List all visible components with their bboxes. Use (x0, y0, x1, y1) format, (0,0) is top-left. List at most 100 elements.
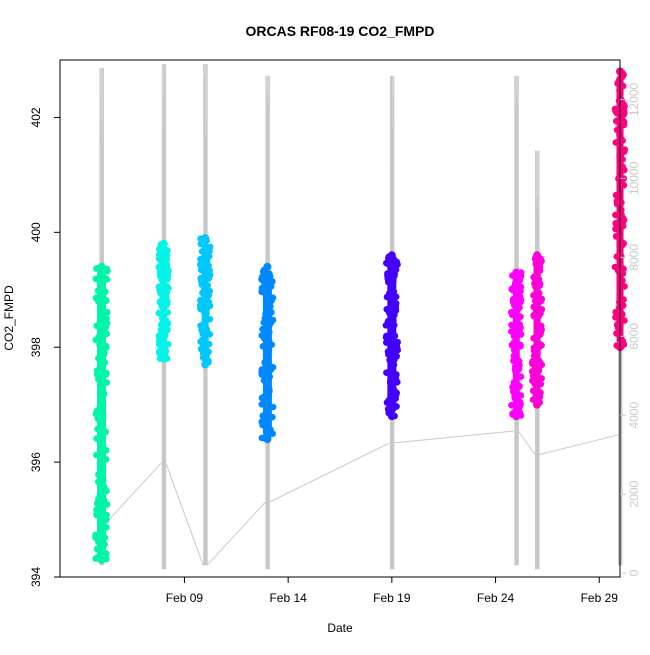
series-RF10 (196, 234, 214, 369)
co2-point (197, 277, 205, 285)
co2-point (392, 293, 400, 301)
co2-point (93, 545, 101, 553)
co2-point (613, 197, 621, 205)
co2-point (508, 308, 515, 316)
series-RF15 (611, 67, 629, 352)
co2-point (511, 344, 518, 352)
y2-tick-label: 8000 (627, 244, 641, 271)
co2-point (199, 330, 206, 337)
co2-point (269, 294, 277, 302)
co2-point (93, 451, 100, 459)
co2-point (93, 322, 100, 330)
co2-point (104, 308, 111, 316)
co2-point (204, 244, 211, 251)
co2-point (514, 321, 521, 329)
co2-point (384, 275, 392, 282)
co2-point (613, 253, 621, 260)
y2-tick-label: 2000 (627, 480, 641, 507)
co2-point (532, 345, 540, 353)
co2-point (202, 353, 209, 361)
co2-point (265, 319, 273, 327)
y2-tick-label: 10000 (627, 161, 641, 195)
co2-point (264, 375, 271, 383)
axes: 394 396 398 400 402 0 2000 4000 6000 8000 10000 120… (29, 59, 641, 605)
co2-point (613, 330, 620, 337)
x-tick-label: Feb 19 (373, 591, 411, 605)
co2-point (394, 261, 401, 268)
co2-point (197, 261, 204, 268)
co2-point (533, 251, 542, 260)
co2-point (517, 298, 525, 306)
co2-point (205, 340, 213, 348)
co2-point (387, 412, 396, 421)
co2-point (199, 346, 206, 353)
co2-point (389, 347, 397, 355)
altitude-trace-line (206, 501, 266, 566)
co2-point (264, 354, 272, 361)
co2-point (531, 280, 538, 287)
co2-point (161, 254, 169, 262)
co2-point (517, 373, 525, 381)
series-RF13 (508, 268, 525, 421)
y-tick-label: 398 (29, 337, 43, 357)
co2-point (104, 267, 111, 275)
altitude-trace-line (517, 430, 536, 455)
co2-point (619, 277, 626, 284)
co2-point (203, 310, 210, 317)
co2-point (517, 392, 525, 399)
co2-point (621, 166, 628, 174)
co2-point (103, 511, 110, 519)
co2-point (161, 317, 169, 324)
co2-point (264, 303, 272, 310)
co2-point (99, 361, 107, 369)
x-tick-label: Feb 09 (166, 591, 204, 605)
co2-point (620, 181, 628, 189)
y-tick-label: 402 (29, 107, 43, 127)
co2-point (393, 389, 401, 397)
x-tick-label: Feb 14 (269, 591, 307, 605)
co2-point (388, 326, 395, 334)
co2-point (198, 248, 206, 255)
co2-point (619, 112, 627, 119)
co2-point (161, 289, 169, 297)
co2-point (95, 375, 102, 383)
series-RF08 (92, 262, 111, 564)
y2-tick-label: 0 (627, 569, 641, 576)
co2-point (101, 288, 109, 295)
co2-point (164, 309, 172, 316)
co2-point (92, 531, 99, 539)
co2-point (385, 351, 392, 358)
co2-point (259, 325, 266, 333)
co2-point (533, 268, 541, 276)
co2-point (619, 82, 627, 90)
co2-point (265, 347, 272, 354)
x-tick-label: Feb 24 (477, 591, 515, 605)
co2-point (619, 337, 627, 345)
co2-point (620, 265, 627, 273)
co2-point (517, 313, 524, 321)
co2-point (201, 360, 210, 369)
co2-point (615, 77, 623, 85)
co2-point (393, 371, 400, 378)
y2-tick-label: 6000 (627, 323, 641, 350)
chart-title: ORCAS RF08-19 CO2_FMPD (245, 23, 434, 39)
co2-point (508, 286, 515, 293)
co2-point (517, 343, 524, 350)
co2-point (529, 396, 537, 404)
co2-point (530, 292, 537, 299)
co2-point (517, 287, 524, 295)
co2-point (535, 289, 543, 297)
y2-tick-label: 4000 (627, 402, 641, 429)
co2-point (97, 485, 105, 492)
co2-point (263, 435, 272, 444)
co2-point (92, 336, 100, 344)
co2-point (387, 337, 395, 345)
co2-point (612, 139, 620, 146)
co2-point (510, 388, 517, 396)
altitude-trace-line (538, 434, 619, 456)
co2-point (621, 103, 628, 110)
co2-point (205, 275, 213, 282)
co2-point (265, 340, 273, 348)
co2-point (101, 534, 109, 541)
